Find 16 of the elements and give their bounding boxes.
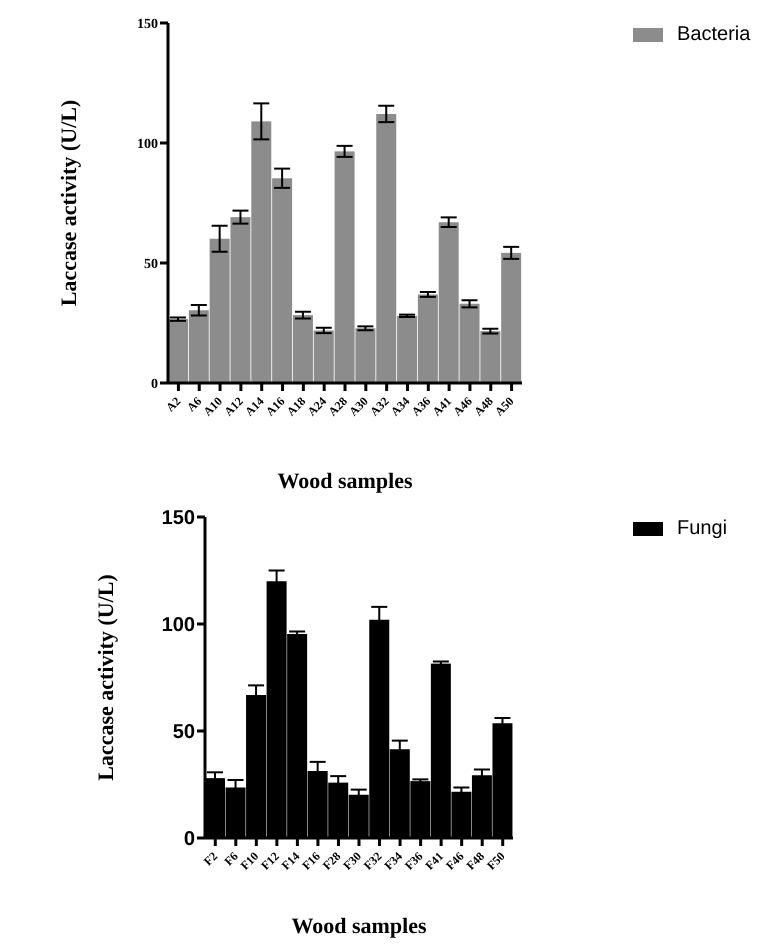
y-tick-label: 100 [162, 614, 195, 636]
x-tick-label: A2 [163, 394, 184, 414]
x-axis-title: Wood samples [291, 913, 427, 938]
y-tick-label: 50 [144, 256, 158, 272]
y-axis-title: Laccase activity (U/L) [56, 100, 81, 306]
y-tick-label: 50 [172, 721, 195, 744]
y-tick-label: 0 [151, 376, 158, 392]
y-tick-label: 150 [137, 16, 158, 32]
y-axis-title: Laccase activity (U/L) [92, 574, 118, 781]
y-tick-label: 100 [137, 136, 158, 152]
y-tick-label: 0 [184, 828, 195, 850]
legend-label: Fungi [677, 517, 728, 540]
y-tick-label: 150 [162, 507, 195, 530]
x-tick-label: F2 [200, 849, 220, 868]
legend-label: Bacteria [677, 23, 750, 46]
x-axis-title: Wood samples [277, 468, 413, 493]
